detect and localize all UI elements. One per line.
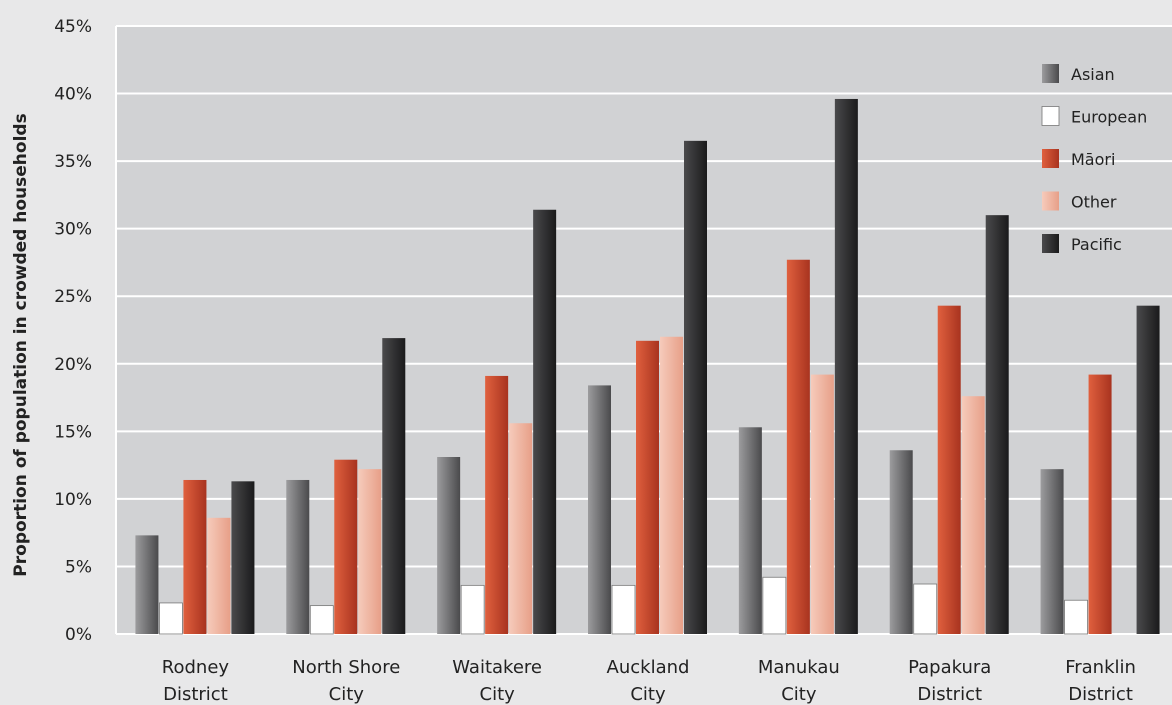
y-tick-label: 15% xyxy=(54,422,92,442)
bar-mori xyxy=(937,305,961,634)
bar-mori xyxy=(636,340,659,634)
y-tick-label: 0% xyxy=(65,625,92,645)
bar-asian xyxy=(437,457,461,634)
legend-label: Other xyxy=(1071,193,1117,212)
bar-pacific xyxy=(231,481,255,634)
bar-european xyxy=(611,584,636,635)
legend-label: Pacific xyxy=(1071,235,1122,254)
bar-asian xyxy=(588,385,611,634)
legend-swatch xyxy=(1042,191,1059,211)
bar-other xyxy=(509,423,533,634)
legend-swatch xyxy=(1042,234,1059,253)
category-label: Papakura District xyxy=(908,657,991,705)
bar-asian xyxy=(286,479,310,634)
bar-european xyxy=(913,583,938,635)
bar-other xyxy=(660,336,683,634)
legend-swatch xyxy=(1042,149,1059,168)
category-label: North Shore City xyxy=(292,657,400,705)
bar-asian xyxy=(1040,469,1064,634)
bar-pacific xyxy=(985,215,1009,634)
bar-asian xyxy=(738,427,762,634)
bar-other xyxy=(961,396,985,634)
category-label: Rodney District xyxy=(162,657,230,705)
y-tick-label: 35% xyxy=(54,152,92,172)
bar-european xyxy=(762,576,787,635)
legend-label: Māori xyxy=(1071,150,1115,169)
bar-european xyxy=(460,584,485,635)
y-tick-label: 40% xyxy=(54,85,92,105)
bar-asian xyxy=(135,535,159,634)
category-label: Waitakere City xyxy=(452,657,542,705)
y-tick-label: 45% xyxy=(54,17,92,37)
y-tick-label: 25% xyxy=(54,287,92,307)
bar-other xyxy=(207,517,231,634)
bar-pacific xyxy=(382,338,406,634)
bar-asian xyxy=(889,450,913,634)
bar-european xyxy=(309,605,334,635)
y-tick-label: 10% xyxy=(54,490,92,510)
legend-label: Asian xyxy=(1071,65,1115,84)
bar-pacific xyxy=(1136,305,1160,634)
bar-other xyxy=(810,374,834,634)
y-axis-label: Proportion of population in crowded hous… xyxy=(11,113,31,576)
bar-mori xyxy=(786,259,810,634)
bar-european xyxy=(159,602,183,635)
legend-label: European xyxy=(1071,108,1147,127)
bar-pacific xyxy=(684,140,707,634)
category-label: Franklin District xyxy=(1065,657,1136,705)
y-tick-label: 20% xyxy=(54,355,92,375)
bar-mori xyxy=(183,479,207,634)
bar-mori xyxy=(1088,374,1112,634)
bar-mori xyxy=(334,459,358,634)
bar-mori xyxy=(485,375,509,634)
category-label: Auckland City xyxy=(607,657,690,705)
legend: Asian European Māori Other Pacific xyxy=(1041,64,1147,254)
y-tick-label: 5% xyxy=(65,557,92,577)
y-tick-label: 30% xyxy=(54,220,92,240)
legend-swatch xyxy=(1041,106,1060,126)
bar-european xyxy=(1064,599,1088,635)
bar-pacific xyxy=(834,98,858,634)
bar-pacific xyxy=(533,209,557,635)
bar-other xyxy=(358,469,382,634)
legend-swatch xyxy=(1042,64,1059,83)
category-label: Manukau City xyxy=(758,657,840,705)
